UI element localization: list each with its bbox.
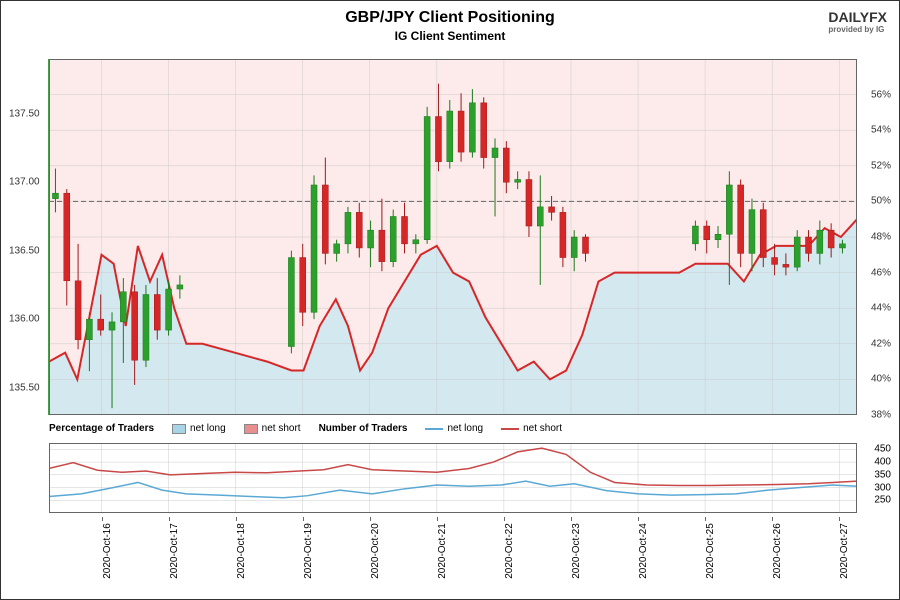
y-tick-right: 50% [871,196,891,207]
x-tick-label: 2020-Oct-26 [772,523,783,579]
chart-title: GBP/JPY Client Positioning [1,1,899,27]
y-tick-lower: 350 [874,469,891,480]
legend-text-3: net long [447,423,483,434]
y-tick-left: 136.50 [9,245,40,256]
x-tick-mark [571,517,572,521]
x-axis: 2020-Oct-16 2020-Oct-17 2020-Oct-18 2020-Oc… [49,517,857,597]
chart-subtitle: IG Client Sentiment [1,27,899,43]
x-tick-label: 2020-Oct-25 [705,523,716,579]
x-tick-label: 2020-Oct-24 [638,523,649,579]
x-tick-mark [437,517,438,521]
legend-text-2: net short [262,423,301,434]
x-tick-mark [839,517,840,521]
y-tick-right: 46% [871,267,891,278]
y-tick-right: 54% [871,125,891,136]
legend-swatch-2 [244,424,258,434]
legend-net-short-num: net short [501,423,562,434]
x-tick-mark [169,517,170,521]
y-tick-right: 40% [871,374,891,385]
y-tick-left: 137.50 [9,108,40,119]
x-tick-mark [236,517,237,521]
legend-line-1 [425,428,443,430]
y-tick-right: 52% [871,160,891,171]
x-tick-mark [705,517,706,521]
legend-line-2 [501,428,519,430]
x-tick-mark [102,517,103,521]
legend-swatch-1 [172,424,186,434]
x-tick-mark [504,517,505,521]
legend-net-long-pct: net long [172,423,226,434]
x-tick-label: 2020-Oct-27 [839,523,850,579]
main-chart [49,59,857,415]
x-tick-mark [772,517,773,521]
legend-label-1: Percentage of Traders [49,423,154,434]
axis-border-left [48,59,50,415]
logo-text: DAILYFX [828,9,887,25]
logo-sub: provided by IG [828,25,887,34]
y-tick-right: 56% [871,89,891,100]
lower-chart [49,443,857,513]
legend: Percentage of Traders net long net short… [49,423,562,434]
x-tick-label: 2020-Oct-22 [504,523,515,579]
y-tick-lower: 400 [874,457,891,468]
legend-label-2: Number of Traders [319,423,408,434]
y-tick-lower: 450 [874,444,891,455]
x-tick-label: 2020-Oct-18 [236,523,247,579]
y-tick-left: 136.00 [9,314,40,325]
legend-net-long-num: net long [425,423,483,434]
x-tick-mark [370,517,371,521]
y-tick-left: 135.50 [9,382,40,393]
y-tick-right: 48% [871,232,891,243]
logo: DAILYFX provided by IG [828,9,887,34]
chart-container: GBP/JPY Client Positioning IG Client Sen… [0,0,900,600]
y-tick-lower: 250 [874,495,891,506]
x-tick-label: 2020-Oct-23 [571,523,582,579]
legend-net-short-pct: net short [244,423,301,434]
x-tick-label: 2020-Oct-19 [303,523,314,579]
x-tick-label: 2020-Oct-20 [370,523,381,579]
x-tick-mark [303,517,304,521]
x-tick-label: 2020-Oct-17 [169,523,180,579]
y-tick-left: 137.00 [9,177,40,188]
main-chart-svg [49,59,857,415]
x-tick-label: 2020-Oct-16 [102,523,113,579]
x-tick-label: 2020-Oct-21 [437,523,448,579]
y-tick-right: 42% [871,338,891,349]
y-tick-lower: 300 [874,482,891,493]
legend-text-4: net short [523,423,562,434]
y-tick-right: 38% [871,410,891,421]
legend-text-1: net long [190,423,226,434]
y-tick-right: 44% [871,303,891,314]
x-tick-mark [638,517,639,521]
lower-chart-svg [49,443,857,513]
